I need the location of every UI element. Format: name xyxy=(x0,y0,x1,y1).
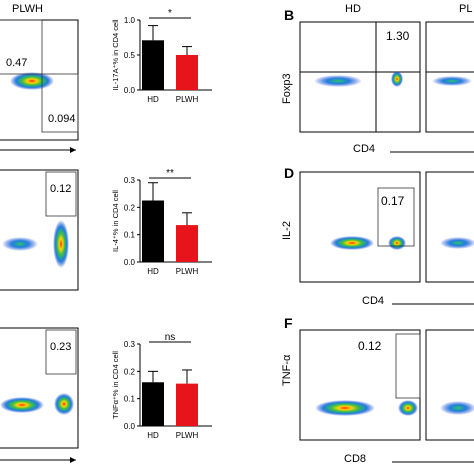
category-label: HD xyxy=(147,431,159,440)
gate-value: 0.47 xyxy=(6,57,27,69)
y-tick-label: 0.2 xyxy=(124,367,136,376)
category-label: HD xyxy=(147,95,159,104)
x-axis-label: CD4 xyxy=(362,295,384,307)
bar-chart-2: 0.0 0.1 0.2 0.3 IL-4⁺% in CD4 cell HD PLWH ** xyxy=(111,168,212,276)
cell-population-blob xyxy=(314,75,362,87)
flow-plot-b-plwh-partial xyxy=(390,21,474,153)
gate-value: 0.094 xyxy=(48,113,76,125)
y-axis-label: Foxp3 xyxy=(281,73,293,104)
significance-label: * xyxy=(168,8,172,19)
cell-population-blob xyxy=(432,76,472,86)
category-label: HD xyxy=(147,267,159,276)
x-axis-label: CD8 xyxy=(344,453,366,465)
significance-label: ns xyxy=(165,332,176,343)
hd-header: HD xyxy=(345,3,361,15)
panel-letter-b: B xyxy=(284,7,294,23)
gate-box xyxy=(45,171,77,217)
cell-population-blob xyxy=(440,401,474,415)
bar-plwh xyxy=(176,383,198,426)
y-tick-label: 0.0 xyxy=(124,86,136,95)
flow-plot-f-plwh-partial xyxy=(392,329,474,463)
gate-box xyxy=(377,187,415,247)
y-axis-label: IL-4⁺% in CD4 cell xyxy=(111,190,120,252)
cell-population-blob xyxy=(388,236,406,250)
flow-plot-f-hd: 0.12 TNF-α CD8 xyxy=(281,329,421,465)
gate-box xyxy=(45,329,77,375)
cell-population-blob xyxy=(2,237,38,251)
gate-value: 0.12 xyxy=(50,183,71,195)
y-tick-label: 0.0 xyxy=(124,258,136,267)
gate-value: 0.12 xyxy=(358,339,382,353)
bar-chart-1: 0.0 0.5 1.0 IL-17A⁺% in CD4 cell HD PLWH * xyxy=(111,8,212,104)
y-tick-label: 0.3 xyxy=(124,176,136,185)
y-tick-label: 0.1 xyxy=(124,231,136,240)
category-label: PLWH xyxy=(176,267,199,276)
flow-plot-bottom-left: 0.23 xyxy=(0,327,79,463)
bar-plwh xyxy=(176,225,198,262)
flow-plot-d-hd: 0.17 IL-2 CD4 xyxy=(281,171,421,307)
cell-population-blob xyxy=(0,397,44,413)
bar-chart-3: 0.0 0.1 0.2 0.3 TNFα⁺% in CD4 cell HD PLWH ns xyxy=(111,332,212,440)
cell-population-blob xyxy=(10,72,54,90)
panel-letter-f: F xyxy=(284,315,293,331)
y-tick-label: 0.1 xyxy=(124,395,136,404)
cell-population-blob xyxy=(54,393,74,415)
y-tick-label: 1.0 xyxy=(124,16,136,25)
bar-hd xyxy=(142,382,164,426)
gate-value: 0.17 xyxy=(381,194,405,208)
significance-label: ** xyxy=(166,168,174,179)
bar-plwh xyxy=(176,55,198,90)
gate-value: 0.23 xyxy=(50,341,71,353)
y-tick-label: 0.5 xyxy=(124,51,136,60)
y-tick-label: 0.2 xyxy=(124,203,136,212)
bar-hd xyxy=(142,40,164,90)
y-axis-label: IL-2 xyxy=(281,221,293,240)
flow-plot-top-left: 0.47 0.094 xyxy=(0,19,79,153)
y-axis-label: TNF-α xyxy=(281,354,293,386)
x-axis-label: CD4 xyxy=(353,143,375,155)
plwh-header-cut: PL xyxy=(459,3,472,15)
cell-population-blob xyxy=(391,71,403,87)
y-axis-label: IL-17A⁺% in CD4 cell xyxy=(111,19,120,90)
gate-box xyxy=(41,73,79,133)
gate-box xyxy=(0,19,43,75)
category-label: PLWH xyxy=(176,95,199,104)
y-tick-label: 0.0 xyxy=(124,422,136,431)
cell-population-blob xyxy=(398,400,418,416)
cell-population-blob xyxy=(53,220,69,268)
flow-plot-b-hd: 1.30 Foxp3 CD4 xyxy=(281,21,421,155)
y-axis-label: TNFα⁺% in CD4 cell xyxy=(111,351,120,419)
panel-letter-d: D xyxy=(284,165,294,181)
plwh-header: PLWH xyxy=(12,3,43,15)
cell-population-blob xyxy=(440,237,474,249)
flow-plot-middle-left: 0.12 xyxy=(0,169,79,291)
gate-box xyxy=(395,333,421,399)
flow-plot-d-plwh-partial xyxy=(392,171,474,305)
bar-hd xyxy=(142,200,164,262)
gate-value: 1.30 xyxy=(386,29,410,43)
cell-population-blob xyxy=(330,236,374,250)
category-label: PLWH xyxy=(176,431,199,440)
y-tick-label: 0.3 xyxy=(124,340,136,349)
cell-population-blob xyxy=(315,400,375,416)
